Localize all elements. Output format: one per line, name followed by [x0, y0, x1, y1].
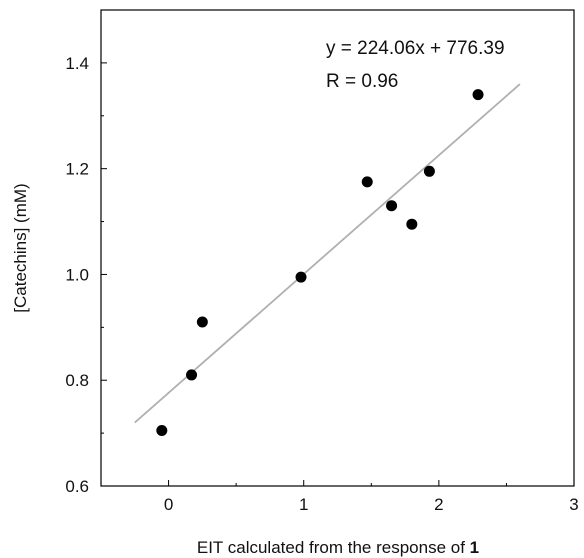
x-tick-label-3: 3 — [569, 495, 578, 514]
fit-r-annotation: R = 0.96 — [326, 71, 398, 92]
y-tick-label-0: 0.6 — [65, 477, 89, 496]
x-tick-label-2: 2 — [434, 495, 443, 514]
tick-labels-layer: 0 1 2 3 0.6 0.8 1.0 1.2 1.4 — [65, 54, 578, 514]
fit-equation-annotation: y = 224.06x + 776.39 — [326, 38, 505, 59]
points-layer — [156, 89, 484, 436]
data-point-0-6 — [406, 218, 418, 230]
x-axis-title-bold: 1 — [470, 538, 479, 557]
data-point-0-2 — [196, 316, 208, 328]
y-tick-label-1: 0.8 — [65, 371, 89, 390]
x-tick-label-1: 1 — [299, 495, 308, 514]
y-tick-label-4: 1.4 — [65, 54, 89, 73]
y-tick-label-2: 1.0 — [65, 265, 89, 284]
y-axis-title: [Catechins] (mM) — [11, 183, 30, 312]
data-point-0-8 — [472, 89, 484, 101]
data-point-0-0 — [156, 424, 168, 436]
x-axis-title: EIT calculated from the response of 1 — [197, 538, 479, 557]
data-point-0-7 — [423, 165, 435, 177]
fit-line — [134, 83, 521, 424]
x-tick-label-0: 0 — [164, 495, 173, 514]
y-tick-label-3: 1.2 — [65, 160, 89, 179]
ticks-layer — [100, 9, 575, 487]
data-point-0-4 — [361, 176, 373, 188]
data-point-0-3 — [295, 271, 307, 283]
data-point-0-5 — [386, 200, 398, 212]
fit-layer — [134, 83, 521, 424]
data-point-0-1 — [186, 369, 198, 381]
x-axis-title-text: EIT calculated from the response of — [197, 538, 470, 557]
plot-frame — [100, 9, 575, 487]
